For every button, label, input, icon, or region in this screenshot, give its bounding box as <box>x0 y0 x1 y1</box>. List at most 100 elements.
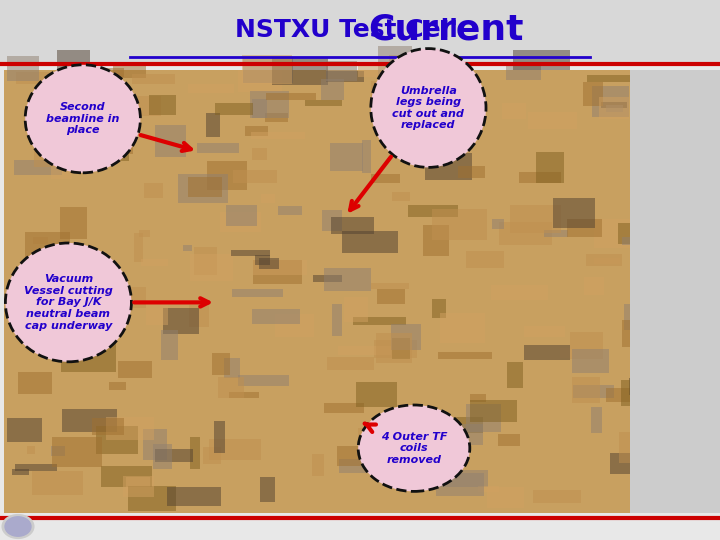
FancyBboxPatch shape <box>62 93 114 116</box>
FancyBboxPatch shape <box>75 68 124 77</box>
FancyBboxPatch shape <box>243 58 294 83</box>
FancyBboxPatch shape <box>253 309 300 324</box>
FancyBboxPatch shape <box>584 278 604 295</box>
FancyBboxPatch shape <box>498 222 552 245</box>
FancyBboxPatch shape <box>245 126 268 136</box>
FancyBboxPatch shape <box>278 206 302 215</box>
FancyBboxPatch shape <box>113 66 146 78</box>
FancyBboxPatch shape <box>51 150 72 179</box>
FancyBboxPatch shape <box>338 347 391 355</box>
FancyBboxPatch shape <box>374 340 418 358</box>
FancyBboxPatch shape <box>423 225 449 256</box>
FancyBboxPatch shape <box>375 441 428 468</box>
Text: 4 Outer TF
coils
removed: 4 Outer TF coils removed <box>381 431 447 465</box>
FancyBboxPatch shape <box>594 258 621 264</box>
FancyBboxPatch shape <box>432 299 446 318</box>
FancyBboxPatch shape <box>106 417 154 440</box>
FancyBboxPatch shape <box>572 377 600 403</box>
FancyBboxPatch shape <box>630 70 720 513</box>
FancyBboxPatch shape <box>255 255 270 265</box>
FancyBboxPatch shape <box>134 233 143 261</box>
FancyBboxPatch shape <box>356 382 397 407</box>
FancyBboxPatch shape <box>591 407 602 433</box>
FancyBboxPatch shape <box>140 259 168 266</box>
FancyBboxPatch shape <box>183 245 192 252</box>
FancyBboxPatch shape <box>553 198 595 228</box>
FancyBboxPatch shape <box>528 112 577 129</box>
FancyBboxPatch shape <box>230 392 259 398</box>
FancyBboxPatch shape <box>599 97 629 119</box>
FancyBboxPatch shape <box>358 66 389 77</box>
FancyBboxPatch shape <box>17 72 66 84</box>
FancyBboxPatch shape <box>506 66 541 80</box>
FancyBboxPatch shape <box>592 86 629 117</box>
FancyBboxPatch shape <box>320 79 344 100</box>
FancyBboxPatch shape <box>212 353 230 375</box>
FancyBboxPatch shape <box>32 237 48 244</box>
FancyBboxPatch shape <box>275 314 314 336</box>
FancyBboxPatch shape <box>432 210 487 240</box>
FancyBboxPatch shape <box>323 210 342 231</box>
FancyBboxPatch shape <box>392 338 410 359</box>
FancyBboxPatch shape <box>491 285 547 300</box>
FancyBboxPatch shape <box>619 432 647 463</box>
FancyBboxPatch shape <box>96 426 138 454</box>
FancyBboxPatch shape <box>586 253 622 266</box>
FancyBboxPatch shape <box>132 73 175 84</box>
FancyBboxPatch shape <box>621 237 641 245</box>
FancyBboxPatch shape <box>606 388 639 402</box>
FancyBboxPatch shape <box>188 177 222 197</box>
FancyBboxPatch shape <box>559 348 572 357</box>
FancyBboxPatch shape <box>459 166 485 178</box>
FancyBboxPatch shape <box>507 362 523 388</box>
FancyBboxPatch shape <box>109 382 125 390</box>
FancyBboxPatch shape <box>342 232 397 253</box>
FancyBboxPatch shape <box>123 476 154 497</box>
FancyBboxPatch shape <box>378 46 412 76</box>
FancyBboxPatch shape <box>92 418 124 435</box>
FancyBboxPatch shape <box>63 409 117 432</box>
FancyBboxPatch shape <box>92 126 103 158</box>
FancyBboxPatch shape <box>326 71 364 82</box>
FancyBboxPatch shape <box>606 105 623 112</box>
FancyBboxPatch shape <box>260 477 275 502</box>
FancyBboxPatch shape <box>75 91 126 104</box>
FancyBboxPatch shape <box>179 174 228 203</box>
FancyBboxPatch shape <box>544 230 568 237</box>
FancyBboxPatch shape <box>272 57 328 85</box>
FancyBboxPatch shape <box>34 141 83 167</box>
FancyBboxPatch shape <box>68 86 101 113</box>
Circle shape <box>2 515 34 538</box>
FancyBboxPatch shape <box>601 102 627 108</box>
FancyBboxPatch shape <box>238 375 289 387</box>
Text: Vacuum
Vessel cutting
for Bay J/K
neutral beam
cap underway: Vacuum Vessel cutting for Bay J/K neutra… <box>24 274 113 330</box>
FancyBboxPatch shape <box>582 82 603 106</box>
FancyBboxPatch shape <box>436 473 484 496</box>
FancyBboxPatch shape <box>572 349 609 373</box>
FancyBboxPatch shape <box>362 140 372 173</box>
FancyBboxPatch shape <box>128 486 176 510</box>
FancyBboxPatch shape <box>435 470 488 487</box>
FancyBboxPatch shape <box>392 192 410 201</box>
FancyBboxPatch shape <box>217 377 244 398</box>
FancyBboxPatch shape <box>233 170 276 184</box>
FancyBboxPatch shape <box>24 232 71 261</box>
FancyBboxPatch shape <box>594 219 636 248</box>
FancyBboxPatch shape <box>621 320 647 347</box>
FancyBboxPatch shape <box>143 429 167 460</box>
FancyBboxPatch shape <box>264 113 288 122</box>
FancyBboxPatch shape <box>161 330 178 360</box>
FancyBboxPatch shape <box>27 446 35 454</box>
FancyBboxPatch shape <box>333 304 342 336</box>
FancyBboxPatch shape <box>498 434 521 446</box>
FancyBboxPatch shape <box>570 332 603 359</box>
Ellipse shape <box>6 243 132 362</box>
FancyBboxPatch shape <box>621 380 662 406</box>
FancyBboxPatch shape <box>12 469 30 475</box>
FancyBboxPatch shape <box>15 464 57 471</box>
FancyBboxPatch shape <box>523 326 564 337</box>
FancyBboxPatch shape <box>391 324 421 349</box>
FancyBboxPatch shape <box>466 251 504 267</box>
FancyBboxPatch shape <box>358 428 372 443</box>
FancyBboxPatch shape <box>524 345 570 360</box>
